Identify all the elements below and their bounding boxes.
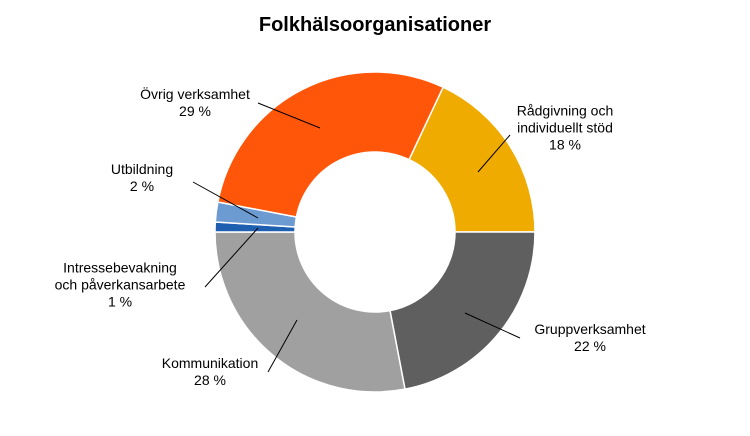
category-label: Gruppverksamhet	[534, 321, 646, 337]
data-label: Gruppverksamhet 22 %	[534, 321, 645, 355]
leader-line	[192, 181, 259, 219]
data-label: Rådgivning och individuellt stöd 18 %	[505, 103, 625, 154]
category-label: Kommunikation	[161, 355, 259, 371]
value-label: 28 %	[194, 372, 226, 388]
chart-title: Folkhälsoorganisationer	[258, 14, 492, 36]
data-label: Utbildning 2 %	[111, 161, 173, 195]
leader-line	[464, 312, 521, 339]
leader-line	[204, 227, 259, 288]
value-label: 22 %	[574, 338, 606, 354]
value-label: 2 %	[129, 178, 155, 194]
donut-segment	[216, 71, 445, 218]
donut-segment	[389, 231, 536, 391]
leader-line	[267, 319, 298, 373]
data-label: Kommunikation 28 %	[162, 355, 259, 389]
value-label: 29 %	[179, 103, 211, 119]
category-label: Övrig verksamhet	[140, 86, 250, 102]
category-label: Rådgivning och individuellt stöd	[516, 102, 614, 136]
value-label: 1 %	[107, 293, 133, 310]
leader-line	[477, 134, 511, 173]
data-label: Övrig verksamhet 29 %	[140, 86, 250, 120]
donut-segment	[214, 231, 406, 393]
data-label: Intressebevakning och påverkansarbete 1 %	[50, 260, 190, 311]
value-label: 18 %	[549, 136, 581, 153]
leader-line	[257, 102, 321, 129]
donut-segment	[408, 86, 536, 233]
category-label: Utbildning	[110, 161, 174, 177]
category-label: Intressebevakning och påverkansarbete	[54, 259, 186, 293]
